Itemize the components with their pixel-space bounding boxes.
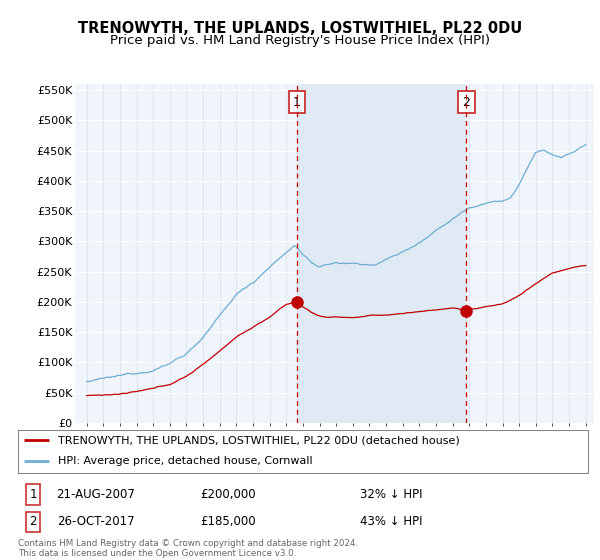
Text: Contains HM Land Registry data © Crown copyright and database right 2024.
This d: Contains HM Land Registry data © Crown c… xyxy=(18,539,358,558)
Text: TRENOWYTH, THE UPLANDS, LOSTWITHIEL, PL22 0DU (detached house): TRENOWYTH, THE UPLANDS, LOSTWITHIEL, PL2… xyxy=(58,435,460,445)
Text: 2: 2 xyxy=(29,515,37,529)
Text: 2: 2 xyxy=(463,96,470,109)
Text: 43% ↓ HPI: 43% ↓ HPI xyxy=(360,515,422,529)
Text: 32% ↓ HPI: 32% ↓ HPI xyxy=(360,488,422,501)
Text: 26-OCT-2017: 26-OCT-2017 xyxy=(57,515,135,529)
Text: TRENOWYTH, THE UPLANDS, LOSTWITHIEL, PL22 0DU: TRENOWYTH, THE UPLANDS, LOSTWITHIEL, PL2… xyxy=(78,21,522,36)
Text: £200,000: £200,000 xyxy=(200,488,256,501)
Text: £185,000: £185,000 xyxy=(200,515,256,529)
Bar xyxy=(297,84,466,423)
Text: HPI: Average price, detached house, Cornwall: HPI: Average price, detached house, Corn… xyxy=(58,456,313,466)
Text: 1: 1 xyxy=(293,96,301,109)
Text: Price paid vs. HM Land Registry's House Price Index (HPI): Price paid vs. HM Land Registry's House … xyxy=(110,34,490,46)
Text: 1: 1 xyxy=(29,488,37,501)
Text: 21-AUG-2007: 21-AUG-2007 xyxy=(56,488,136,501)
